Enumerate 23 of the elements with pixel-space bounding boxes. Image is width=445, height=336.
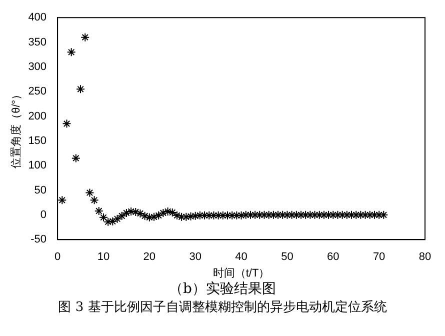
y-tick-label: 0 [40,208,47,221]
y-tick-label: 200 [28,110,47,122]
y-tick-label: 350 [28,36,47,48]
x-tick-label: 10 [97,251,110,264]
x-tick-label: 70 [372,251,386,264]
x-tick-label: 40 [235,251,248,264]
y-tick-label: 400 [28,12,47,24]
text: （b）实验结果图 [168,280,277,298]
x-tick-label: 60 [327,251,340,264]
caption: 图 3 基于比例因子自调整模糊控制的异步电动机定位系统 [57,299,388,316]
y-tick-label: 300 [28,60,47,73]
x-tick-label: 30 [189,251,202,264]
x-tick-label: 50 [281,251,294,264]
y-axis-title: 位置角度（θ/°） [10,88,23,168]
x-tick-label: 20 [143,251,156,264]
y-tick-label: 100 [28,160,47,172]
y-tick-label: -50 [30,234,47,246]
x-tick-label: 0 [54,251,61,264]
y-tick-label: 150 [28,134,47,147]
x-tick-label: 80 [418,251,432,264]
y-tick-label: 250 [28,86,47,98]
y-tick-label: 50 [34,184,47,196]
x-axis-title: 时间（t/T） [212,266,270,280]
